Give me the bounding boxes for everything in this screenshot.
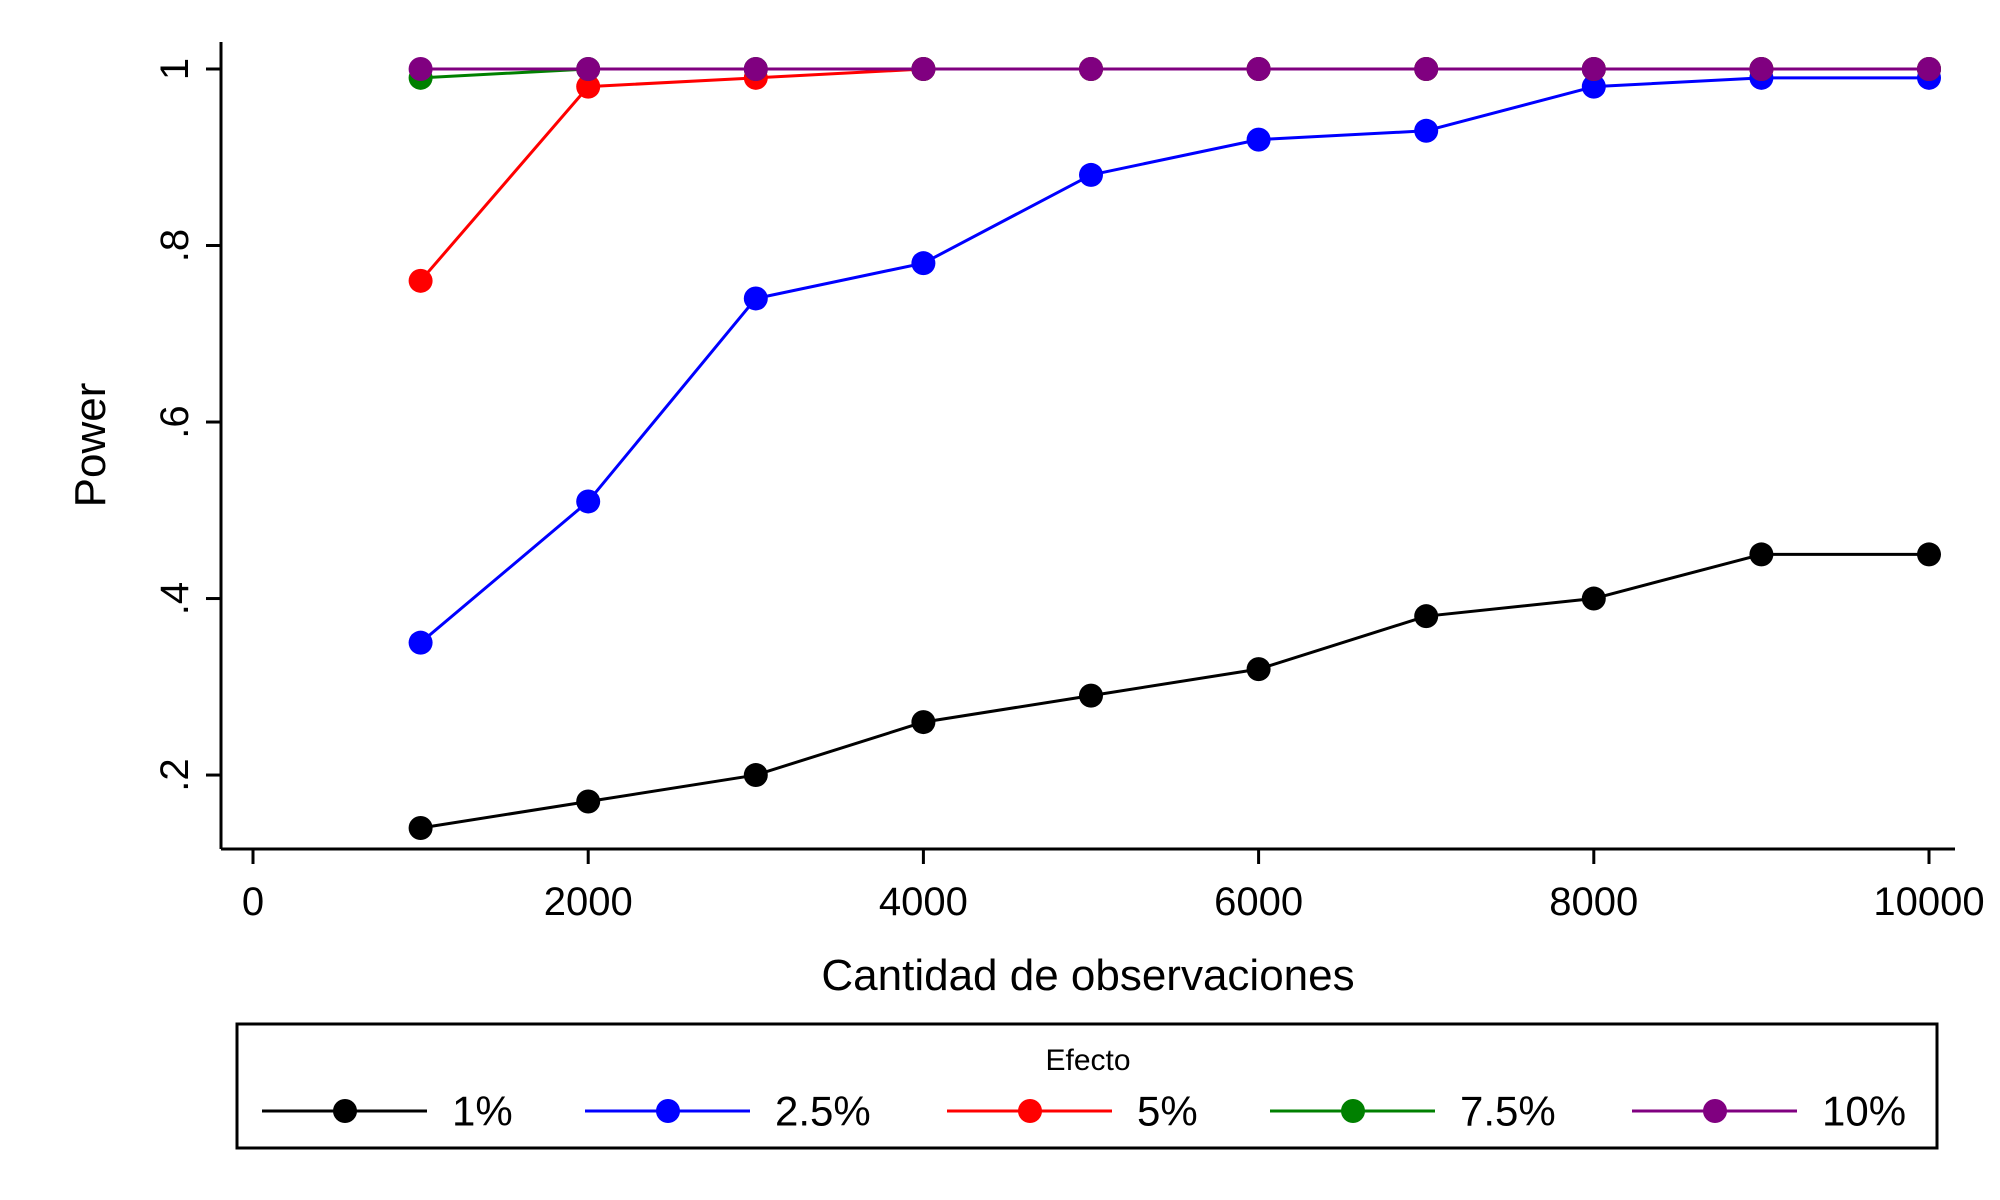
y-tick-label: .2 <box>153 758 197 791</box>
x-tick-label: 0 <box>242 880 264 924</box>
data-point <box>1581 586 1606 611</box>
data-point <box>1917 57 1941 81</box>
x-tick-label: 2000 <box>544 880 633 924</box>
legend-item: 10% <box>1632 1088 1906 1135</box>
series-10pct <box>408 57 1941 81</box>
y-tick-label: .6 <box>153 405 197 438</box>
y-tick-label: 1 <box>153 58 197 80</box>
x-axis-ticks: 0 2000 4000 6000 8000 10000 <box>242 849 1985 924</box>
legend-item: 2.5% <box>585 1088 871 1135</box>
legend-label: 2.5% <box>775 1088 871 1135</box>
legend-item: 1% <box>262 1088 513 1135</box>
y-axis-ticks: .2 .4 .6 .8 1 <box>153 58 221 792</box>
legend-swatch-marker <box>1341 1099 1365 1123</box>
y-tick-label: .4 <box>153 582 197 615</box>
data-point <box>408 57 433 81</box>
legend-label: 7.5% <box>1460 1088 1556 1135</box>
legend-label: 5% <box>1137 1088 1198 1135</box>
legend-item: 7.5% <box>1270 1088 1556 1135</box>
data-point <box>911 710 936 735</box>
data-point <box>743 57 768 81</box>
y-axis-title: Power <box>66 383 115 508</box>
data-point <box>1749 542 1774 567</box>
legend: Efecto 1% 2.5% 5% 7.5% 10% <box>235 1022 1939 1150</box>
series-layer <box>408 57 1941 840</box>
data-point <box>1079 162 1103 187</box>
data-point <box>1749 57 1774 81</box>
legend-items: 1% 2.5% 5% 7.5% 10% <box>262 1088 1906 1135</box>
series-line <box>419 76 1929 644</box>
series-2-5pct <box>408 65 1941 655</box>
legend-swatch-marker <box>1018 1099 1042 1123</box>
y-tick-label: .8 <box>153 229 197 262</box>
data-point <box>1917 542 1941 567</box>
series-line <box>420 552 1929 830</box>
data-point <box>743 763 768 788</box>
data-point <box>1079 683 1103 708</box>
data-point <box>1414 604 1439 629</box>
legend-label: 10% <box>1822 1088 1906 1135</box>
x-axis-title: Cantidad de observaciones <box>821 951 1354 1000</box>
x-tick-label: 10000 <box>1873 880 1984 924</box>
x-tick-label: 4000 <box>879 880 968 924</box>
data-point <box>408 630 433 655</box>
data-point <box>1079 57 1103 81</box>
legend-label: 1% <box>452 1088 513 1135</box>
legend-box <box>235 1022 1939 1150</box>
data-point <box>1581 57 1606 81</box>
legend-swatch-marker <box>656 1099 680 1123</box>
data-point <box>1246 57 1271 81</box>
data-point <box>911 251 936 276</box>
data-point <box>743 286 768 311</box>
data-point <box>1246 657 1271 682</box>
legend-item: 5% <box>947 1088 1198 1135</box>
data-point <box>576 789 601 814</box>
data-point <box>1414 118 1439 143</box>
x-tick-label: 8000 <box>1549 880 1638 924</box>
data-point <box>1246 127 1271 152</box>
data-point <box>408 268 433 293</box>
data-point <box>1414 57 1439 81</box>
data-point <box>1581 74 1606 99</box>
x-tick-label: 6000 <box>1214 880 1303 924</box>
data-point <box>408 816 433 840</box>
data-point <box>576 57 601 81</box>
series-1pct <box>408 542 1941 840</box>
legend-title: Efecto <box>1045 1044 1130 1077</box>
data-point <box>576 74 601 99</box>
data-point <box>911 57 936 81</box>
legend-swatch-marker <box>1703 1099 1727 1123</box>
legend-swatch-marker <box>333 1099 357 1123</box>
data-point <box>576 489 601 514</box>
